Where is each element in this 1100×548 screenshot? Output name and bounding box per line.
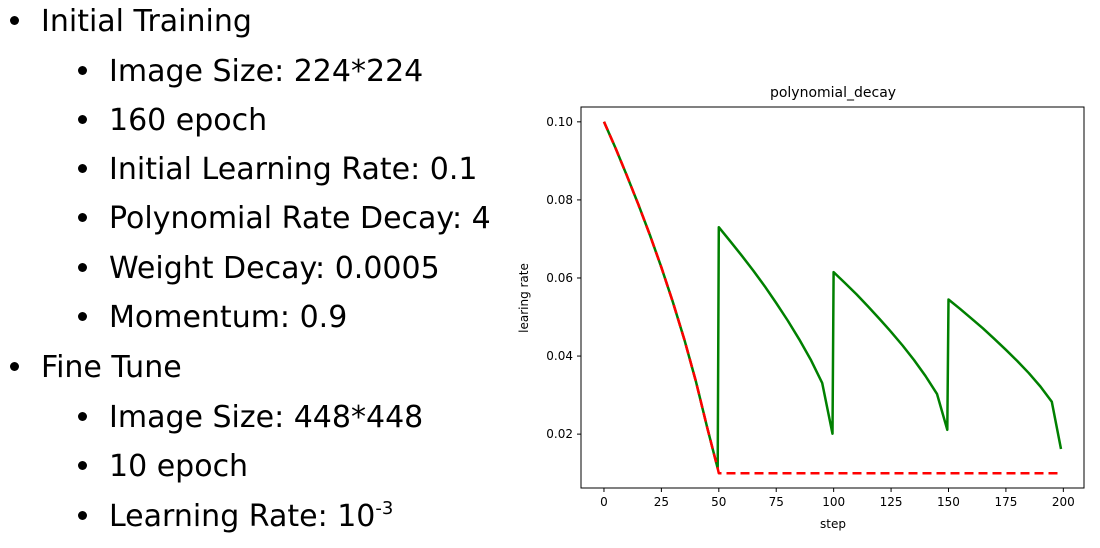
series-line-2 [602, 121, 1061, 475]
bullet-text: 10 epoch [109, 449, 249, 484]
bullet-item: Momentum: 0.9 [78, 298, 347, 338]
bullet-item: Weight Decay: 0.0005 [78, 249, 440, 289]
series-line-1 [602, 121, 1063, 470]
bullet-text: 160 epoch [109, 103, 268, 138]
bullet-text: Polynomial Rate Decay: 4 [109, 201, 491, 236]
x-tick-label: 0 [600, 495, 608, 509]
bullet-dot [78, 312, 87, 321]
bullet-dot [10, 16, 19, 25]
section-title-initial-training: Initial Training [10, 2, 252, 42]
bullet-text: Initial Learning Rate: 0.1 [109, 152, 478, 187]
bullet-dot [78, 164, 87, 173]
y-tick-label: 0.08 [546, 193, 573, 207]
section-title-fine-tune: Fine Tune [10, 348, 182, 388]
x-tick-label: 50 [711, 495, 726, 509]
bullet-text: Initial Training [41, 4, 252, 39]
x-tick-label: 125 [880, 495, 903, 509]
bullet-dot [78, 115, 87, 124]
bullet-text: Fine Tune [41, 350, 182, 385]
plot-frame [580, 106, 1085, 489]
bullet-item: 160 epoch [78, 101, 267, 141]
bullet-dot [78, 412, 87, 421]
bullet-text: Image Size: 448*448 [109, 400, 424, 435]
x-tick-label: 100 [822, 495, 845, 509]
x-tick-label: 175 [994, 495, 1017, 509]
bullet-list: Initial Training Image Size: 224*224 160… [0, 0, 520, 543]
bullet-text: Learning Rate: 10 [109, 499, 376, 534]
bullet-text: Weight Decay: 0.0005 [109, 251, 440, 286]
chart-title: polynomial_decay [770, 85, 896, 101]
y-tick-label: 0.10 [546, 115, 573, 129]
x-axis-label: step [820, 517, 846, 531]
bullet-item: Initial Learning Rate: 0.1 [78, 150, 477, 190]
x-tick-label: 200 [1052, 495, 1075, 509]
y-axis-label: learing rate [517, 263, 531, 333]
bullet-superscript: -3 [375, 498, 394, 519]
bullet-dot [78, 263, 87, 272]
ticks-layer: 0 25 50 75 100 125 150 175 200 0.02 0.04 0.06 0.08 0.… [546, 115, 1075, 509]
bullet-text: Image Size: 224*224 [109, 54, 424, 89]
y-tick-label: 0.02 [546, 427, 573, 441]
bullet-item: Image Size: 224*224 [78, 52, 423, 92]
bullet-dot [10, 362, 19, 371]
x-tick-label: 75 [769, 495, 784, 509]
bullet-text: Momentum: 0.9 [109, 300, 348, 335]
bullet-dot [78, 511, 87, 520]
series-layer [602, 121, 1063, 475]
bullet-item: Image Size: 448*448 [78, 398, 423, 438]
bullet-item: Learning Rate: 10-3 [78, 497, 393, 537]
x-tick-label: 150 [937, 495, 960, 509]
x-tick-label: 25 [654, 495, 669, 509]
bullet-dot [78, 461, 87, 470]
y-tick-label: 0.04 [546, 349, 573, 363]
bullet-dot [78, 66, 87, 75]
polynomial-decay-chart: polynomial_decay 0 25 50 75 100 125 150 175 2000… [517, 85, 1085, 531]
bullet-item: Polynomial Rate Decay: 4 [78, 199, 491, 239]
y-tick-label: 0.06 [546, 271, 573, 285]
chart-container: polynomial_decay 0 25 50 75 100 125 150 175 200 0… [500, 72, 1100, 543]
bullet-item: 10 epoch [78, 447, 248, 487]
bullet-dot [78, 213, 87, 222]
